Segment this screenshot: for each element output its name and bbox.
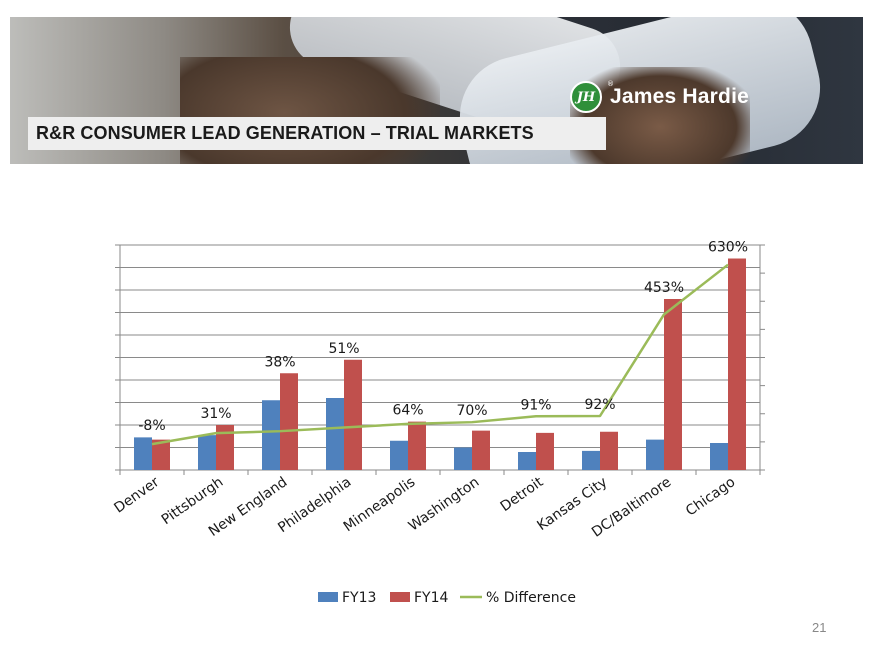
bar-fy13 (390, 440, 408, 470)
difference-line (151, 263, 729, 446)
bar-fy14 (344, 359, 362, 470)
data-label: 91% (520, 397, 551, 413)
x-tick-label: Detroit (498, 474, 547, 515)
data-label: -8% (138, 418, 165, 434)
x-tick-label: Minneapolis (341, 474, 419, 535)
bar-fy13 (646, 439, 664, 470)
james-hardie-logo: JH James Hardie (570, 80, 749, 114)
bar-fy13 (198, 435, 216, 470)
jh-logo-icon: JH (570, 81, 602, 113)
data-label: 92% (584, 397, 615, 413)
bar-fy14 (472, 430, 490, 470)
bar-fy13 (582, 450, 600, 470)
title-box: R&R CONSUMER LEAD GENERATION – TRIAL MAR… (28, 117, 606, 150)
bar-fy14 (664, 299, 682, 470)
bar-fy14 (536, 432, 554, 470)
legend-label: FY13 (342, 590, 376, 606)
bar-fy14 (600, 431, 618, 470)
slide-title: R&R CONSUMER LEAD GENERATION – TRIAL MAR… (36, 123, 534, 143)
bar-fy13 (262, 400, 280, 470)
bar-fy14 (408, 421, 426, 470)
bar-fy13 (710, 443, 728, 470)
bar-fy14 (280, 373, 298, 470)
data-label: 70% (456, 403, 487, 419)
registered-mark: ® (607, 80, 614, 88)
bar-fy14 (728, 258, 746, 470)
bar-fy13 (326, 398, 344, 470)
bar-fy14 (152, 439, 170, 470)
page-number: 21 (812, 620, 827, 635)
bar-fy13 (134, 437, 152, 470)
legend-swatch-fy14 (390, 592, 410, 602)
legend-label: FY14 (414, 590, 449, 606)
bar-fy13 (518, 452, 536, 470)
data-label: 31% (200, 406, 231, 422)
bar-fy13 (454, 447, 472, 470)
x-tick-label: Washington (406, 474, 483, 534)
data-label: 51% (328, 341, 359, 357)
data-label: 630% (708, 240, 748, 256)
x-tick-label: Chicago (683, 474, 738, 519)
data-label: 38% (264, 354, 295, 370)
legend-label: % Difference (486, 590, 576, 606)
bar-fy14 (216, 425, 234, 470)
legend-swatch-fy13 (318, 592, 338, 602)
data-label: 64% (392, 403, 423, 419)
logo-text: James Hardie (610, 85, 749, 108)
data-label: 453% (644, 280, 684, 296)
x-tick-label: Denver (111, 474, 162, 516)
